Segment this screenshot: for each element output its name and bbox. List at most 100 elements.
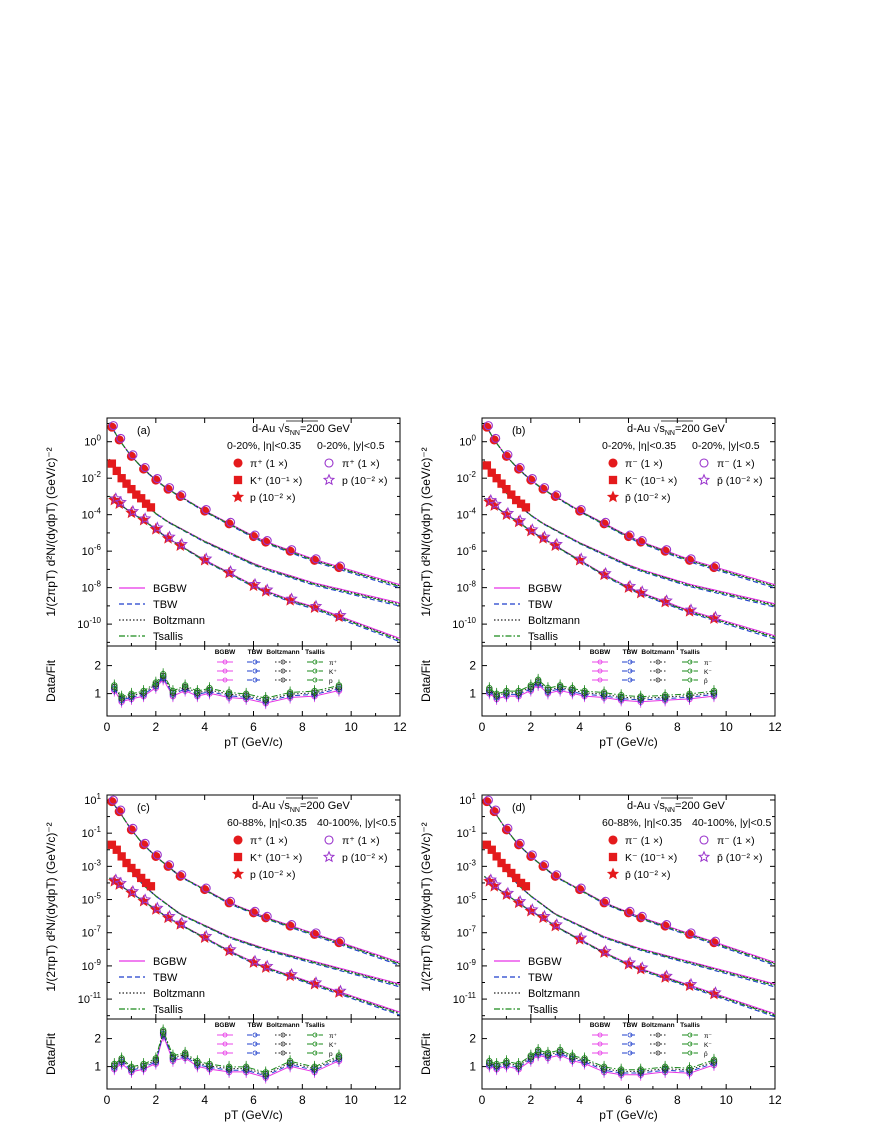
data-point-open [140,838,150,848]
data-point [127,484,136,494]
data-point-open [550,537,563,550]
ratio-legend-marker [252,1050,258,1056]
data-point-open [126,884,140,897]
y-tick-label: 101 [459,792,476,807]
data-point-open [601,517,611,527]
legend-label: K⁺ (10⁻¹ ×) [250,852,302,864]
system-label: d-Au √sNN=200 GeV [252,800,350,814]
data-point-open [483,421,493,431]
x-tick-label: 4 [576,1093,583,1107]
ratio-point [569,685,576,692]
ratio-y-tick-label: 2 [469,659,476,673]
y-tick-label: 10-6 [82,543,102,558]
data-point-open [334,608,347,621]
data-point-open [660,969,673,982]
data-point-open [636,961,649,973]
ratio-point [140,1060,147,1068]
ratio-point [503,1058,510,1065]
data-point-open [164,483,175,493]
ratio-legend-marker [312,1041,318,1047]
ratio-legend-marker [627,659,633,665]
fit-legend-label: Tsallis [153,631,183,643]
data-point-open [126,504,140,517]
system-label: d-Au √sNN=200 GeV [627,423,725,437]
data-point [502,484,511,494]
ratio-legend-header: BGBW [215,1022,236,1029]
y-tick-label: 10-10 [452,616,476,631]
ratio-point [581,687,588,695]
ratio-legend-marker [252,677,258,683]
ratio-legend-marker [312,677,318,683]
data-point-open [311,928,321,938]
data-point-open [175,916,188,929]
panel-label: (a) [137,425,150,437]
ratio-line [113,1033,340,1079]
fit-legend-label: Boltzmann [153,988,205,1000]
x-axis-title: pT (GeV/c) [224,1108,282,1122]
data-point [507,490,516,499]
ratio-line [488,679,715,698]
ratio-line [113,1032,340,1077]
x-tick-label: 12 [393,720,407,734]
data-point [487,468,496,477]
data-point-open [250,906,260,916]
fit-legend-label: Boltzmann [153,615,205,627]
data-point-open [224,943,237,955]
data-point [482,840,492,849]
ratio-legend-marker [222,1050,228,1056]
data-point-open [309,599,323,612]
data-point-open [637,535,647,546]
y-tick-label: 10-6 [457,543,477,558]
ratio-line [488,680,715,699]
data-point [122,479,131,488]
data-point-open [334,984,347,997]
data-point-open [163,909,176,922]
tbw-curve [108,797,401,966]
legend-marker [231,490,245,503]
x-tick-label: 0 [479,1093,486,1107]
legend-marker [231,867,245,880]
ratio-legend-marker [312,1032,318,1038]
centrality-open: 40-100%, |y|<0.5 [317,817,396,829]
y-axis-title: 1/(2πpT) d²N/(dydpT) (GeV/c)⁻² [419,822,433,991]
ratio-point [515,1060,522,1068]
ratio-legend-marker [222,1041,228,1047]
ratio-point [527,1052,535,1059]
data-point-open [262,911,272,921]
ratio-point [152,679,160,686]
data-point [107,459,117,468]
y-tick-label: 10-4 [82,507,102,522]
centrality-open: 40-100%, |y|<0.5 [692,817,771,829]
data-point-open [574,552,588,565]
legend-label: p (10⁻² ×) [250,492,296,504]
tsallis-curve [483,840,776,987]
ratio-point [262,1069,269,1076]
data-point [521,503,531,512]
data-point-open [108,795,118,805]
ratio-legend-marker [252,1032,258,1038]
data-point-open [128,450,138,460]
ratio-point [181,682,189,689]
ratio-point [225,1063,233,1071]
ratio-legend-marker [655,1041,661,1047]
data-point-open [710,561,721,571]
y-tick-label: 10-10 [77,616,101,631]
legend-label: π⁺ (1 ×) [250,458,288,470]
data-point [634,962,647,975]
fit-legend-label: BGBW [528,583,562,595]
legend-label-open: π⁺ (1 ×) [342,458,380,470]
ratio-legend-marker [280,659,286,665]
boltzmann-curve [484,497,776,638]
data-point-open [527,473,537,484]
fit-legend-label: BGBW [153,583,187,595]
ratio-point [686,690,693,698]
ratio-line [489,1052,715,1074]
centrality-open: 0-20%, |y|<0.5 [317,440,385,452]
ratio-legend-header: Tsallis [680,649,700,656]
legend-label: π⁻ (1 ×) [625,458,663,470]
ratio-point [286,1058,294,1065]
data-point-open [501,506,515,519]
data-point-open [686,554,696,564]
data-point-open [108,421,118,431]
